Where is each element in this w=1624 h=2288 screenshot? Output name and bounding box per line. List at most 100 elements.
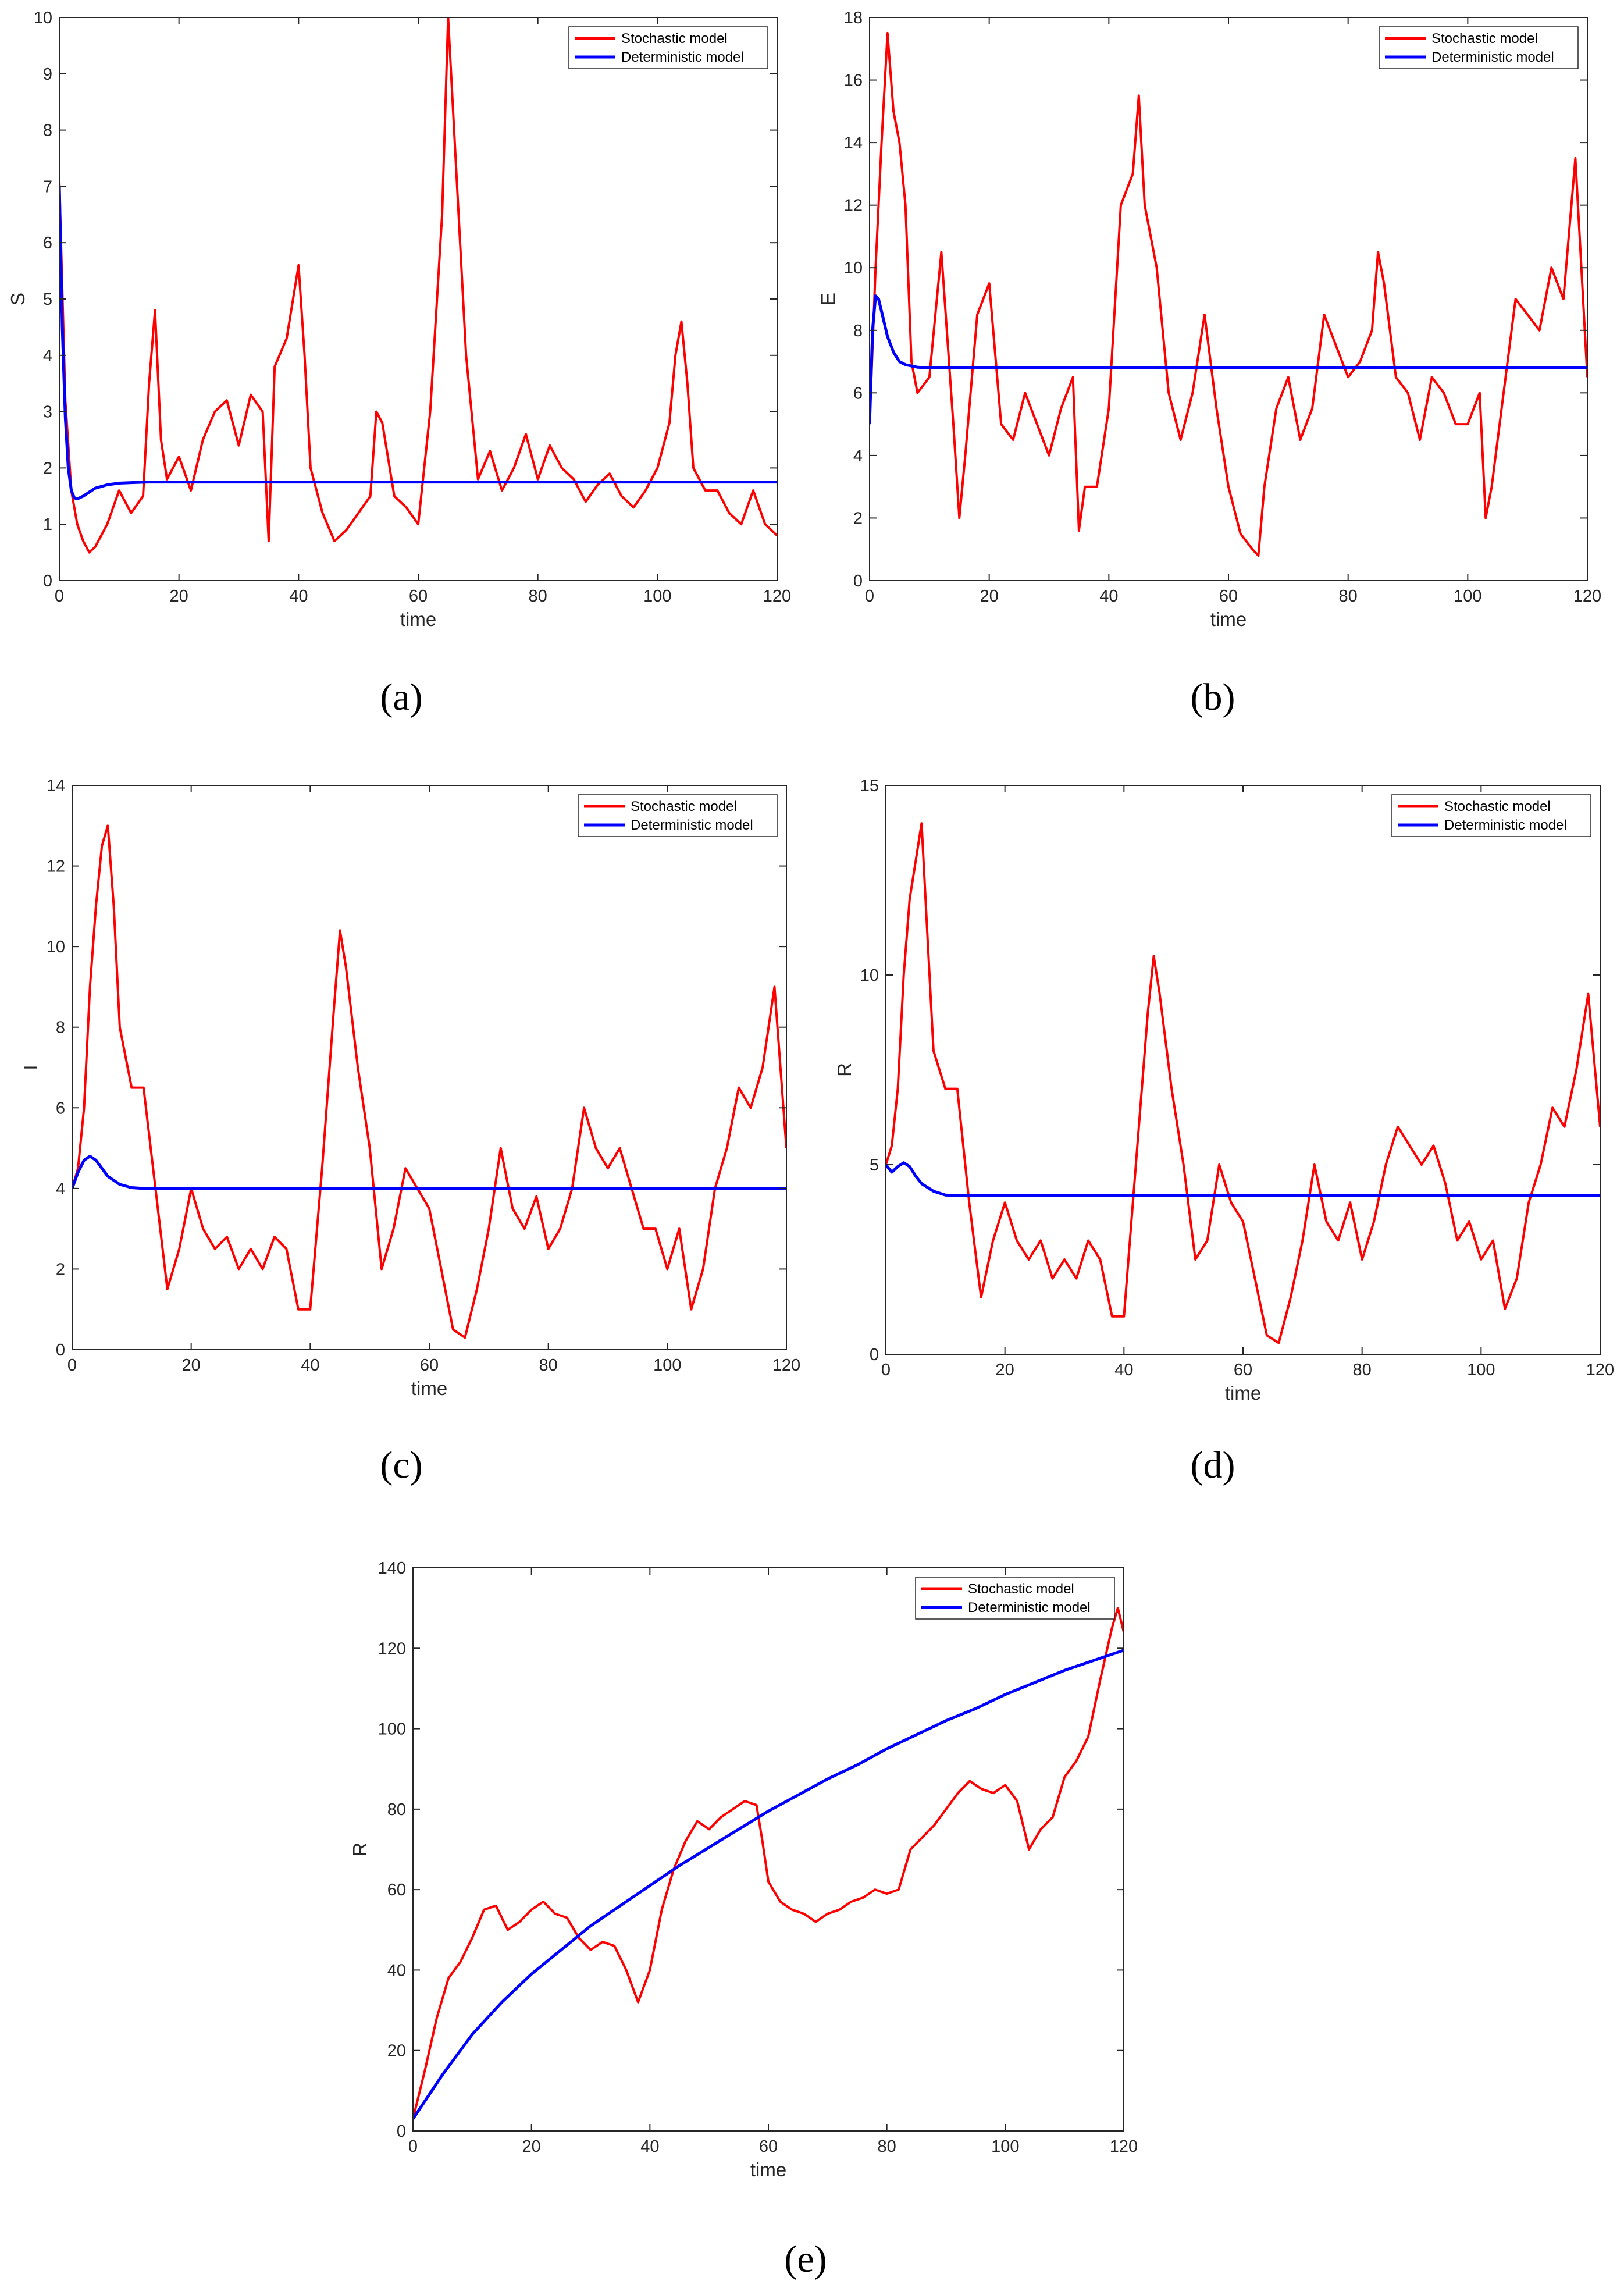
- deterministic-series-line: [72, 1154, 786, 1190]
- legend-label-deterministic: Deterministic model: [1444, 817, 1567, 833]
- y-tick-label: 10: [34, 9, 52, 27]
- legend: Stochastic model Deterministic model: [1391, 794, 1591, 837]
- x-tick-label: 120: [1573, 587, 1601, 606]
- legend-box: [915, 1577, 1115, 1620]
- plot-area: [72, 785, 786, 1350]
- y-tick-label: 10: [47, 938, 65, 956]
- x-tick-label: 20: [182, 1356, 201, 1375]
- deterministic-series-line: [870, 294, 1587, 425]
- y-tick-label: 0: [56, 1341, 65, 1360]
- x-tick-label: 0: [865, 587, 874, 606]
- y-tick-label: 5: [43, 290, 52, 309]
- y-tick-label: 2: [43, 459, 52, 478]
- deterministic-series-line: [59, 186, 777, 501]
- deterministic-series-line: [886, 1161, 1600, 1197]
- x-axis-label: time: [1210, 609, 1247, 630]
- x-tick-label: 0: [67, 1356, 77, 1375]
- plot-area: [870, 17, 1587, 581]
- y-tick-label: 18: [844, 9, 863, 27]
- y-tick-label: 0: [397, 2122, 406, 2141]
- x-tick-label: 100: [643, 587, 671, 606]
- x-tick-label: 100: [1467, 1361, 1495, 1379]
- y-tick-label: 0: [853, 572, 863, 590]
- plot-area: [413, 1568, 1124, 2131]
- y-tick-label: 12: [844, 197, 863, 215]
- y-tick-label: 80: [387, 1800, 406, 1819]
- x-tick-label: 120: [1110, 2137, 1138, 2156]
- y-tick-label: 8: [56, 1019, 65, 1037]
- x-tick-label: 80: [529, 587, 547, 606]
- y-tick-label: 7: [43, 177, 52, 196]
- y-axis-label: R: [834, 1063, 855, 1077]
- x-axis-label: time: [411, 1378, 447, 1399]
- x-tick-label: 20: [980, 587, 999, 606]
- y-tick-label: 60: [387, 1881, 406, 1899]
- x-tick-label: 60: [1234, 1361, 1252, 1379]
- x-axis-label: time: [400, 609, 436, 630]
- y-tick-label: 8: [853, 322, 863, 340]
- plot-area: [886, 785, 1600, 1354]
- legend: Stochastic model Deterministic model: [1379, 26, 1579, 69]
- y-tick-label: 14: [47, 777, 65, 795]
- y-tick-label: 6: [43, 234, 52, 252]
- x-axis-label: time: [750, 2159, 786, 2180]
- y-tick-label: 1: [43, 515, 52, 534]
- x-tick-label: 80: [878, 2137, 896, 2156]
- legend-label-deterministic: Deterministic model: [621, 49, 744, 65]
- legend-box: [1391, 794, 1591, 837]
- y-tick-label: 10: [844, 259, 863, 277]
- caption-a: (a): [380, 676, 422, 718]
- y-tick-label: 20: [387, 2042, 406, 2061]
- caption-c-text: (c): [380, 1444, 422, 1486]
- x-tick-label: 60: [420, 1356, 439, 1375]
- legend-box: [578, 794, 778, 837]
- y-tick-label: 9: [43, 65, 52, 84]
- chart-d: 0 20 40 60 80 100 120 0 5 10 15 time R Stochastic mod…: [834, 777, 1614, 1404]
- x-tick-label: 100: [991, 2137, 1019, 2156]
- y-tick-label: 2: [853, 509, 863, 528]
- stochastic-series-line: [59, 17, 777, 554]
- x-tick-label: 80: [1353, 1361, 1372, 1379]
- legend-box: [1379, 26, 1579, 69]
- legend-label-deterministic: Deterministic model: [968, 1600, 1091, 1616]
- legend-label-stochastic: Stochastic model: [621, 31, 728, 47]
- y-tick-label: 15: [860, 777, 879, 795]
- chart-a: 0 20 40 60 80 100 120 0 1 2 3 4 5 6 7 8 9 10 time S Stochast…: [7, 9, 791, 630]
- x-tick-label: 120: [763, 587, 791, 606]
- y-tick-label: 0: [43, 572, 52, 590]
- caption-e: (e): [784, 2238, 827, 2280]
- y-tick-label: 4: [43, 347, 52, 365]
- legend: Stochastic model Deterministic model: [578, 794, 778, 837]
- y-axis-label: R: [349, 1842, 371, 1856]
- y-tick-label: 4: [56, 1180, 65, 1198]
- chart-b: 0 20 40 60 80 100 120 0 2 4 6 8 10 12 14 16 18 time E Stoch…: [817, 9, 1601, 630]
- y-axis-label: E: [817, 293, 839, 305]
- y-tick-label: 40: [387, 1961, 406, 1980]
- y-tick-label: 100: [378, 1720, 406, 1739]
- y-tick-label: 16: [844, 72, 863, 90]
- captions: (a) (b) (c) (d) (e): [380, 676, 1235, 2280]
- x-tick-label: 60: [1219, 587, 1238, 606]
- legend: Stochastic model Deterministic model: [915, 1577, 1115, 1620]
- x-tick-label: 40: [1099, 587, 1118, 606]
- x-tick-label: 120: [1586, 1361, 1614, 1379]
- plot-area: [59, 17, 777, 581]
- x-tick-label: 0: [881, 1361, 891, 1379]
- x-tick-label: 100: [1454, 587, 1481, 606]
- y-axis-label: I: [20, 1065, 41, 1070]
- stochastic-series-line: [413, 1607, 1124, 2119]
- y-tick-label: 120: [378, 1639, 406, 1658]
- legend-label-stochastic: Stochastic model: [1431, 31, 1538, 47]
- x-tick-label: 40: [301, 1356, 319, 1375]
- legend-label-stochastic: Stochastic model: [968, 1581, 1074, 1597]
- y-tick-label: 14: [844, 134, 863, 152]
- caption-e-text: (e): [784, 2238, 827, 2280]
- caption-d: (d): [1191, 1444, 1235, 1486]
- x-tick-label: 40: [1114, 1361, 1133, 1379]
- x-tick-label: 40: [289, 587, 308, 606]
- x-tick-label: 80: [539, 1356, 558, 1375]
- y-tick-label: 3: [43, 403, 52, 422]
- x-tick-label: 120: [772, 1356, 800, 1375]
- legend-box: [568, 26, 768, 69]
